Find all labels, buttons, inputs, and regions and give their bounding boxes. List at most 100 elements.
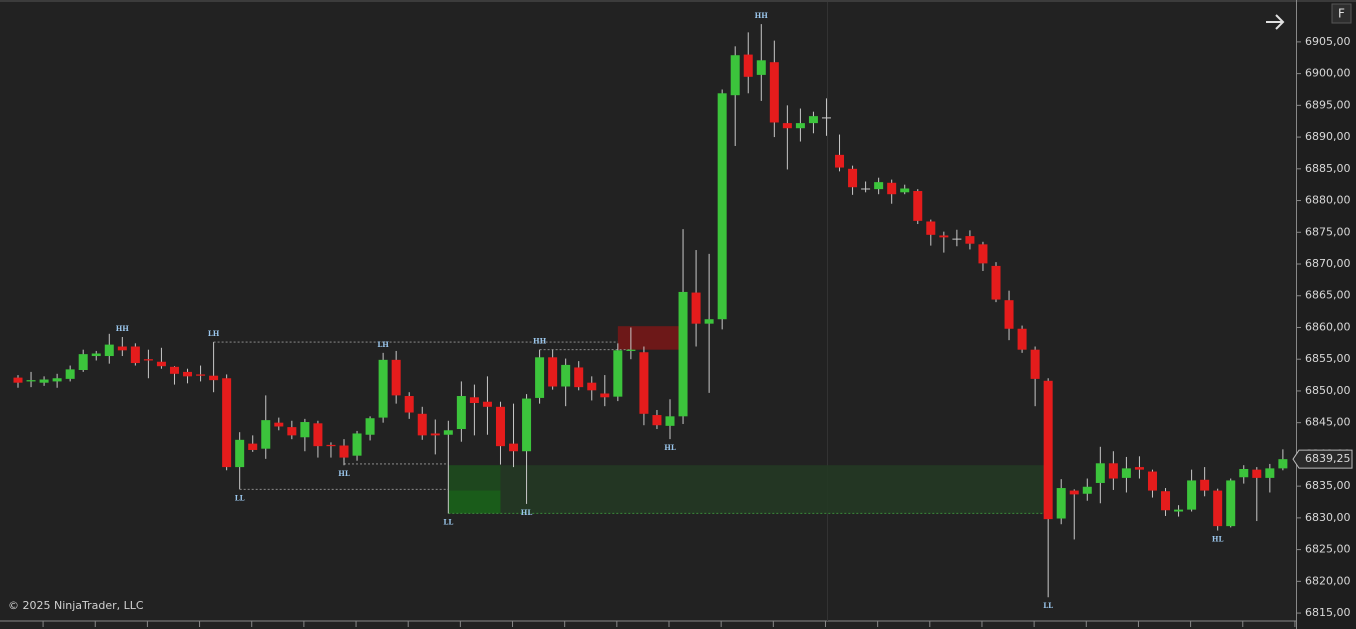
candle-body — [156, 361, 166, 367]
candle-body — [808, 116, 818, 124]
candle-body — [600, 393, 610, 398]
candle-body — [717, 93, 727, 320]
candle-body — [352, 433, 362, 456]
candle-body — [1200, 479, 1210, 491]
f-button[interactable] — [1331, 3, 1352, 24]
candle-body — [743, 54, 753, 77]
candle-body — [548, 357, 558, 387]
candle-body — [887, 182, 897, 195]
candle-body — [848, 168, 858, 188]
candle-body — [509, 443, 519, 452]
candle-body — [313, 423, 323, 447]
zone — [500, 465, 1049, 514]
candle-body — [795, 123, 805, 129]
candle-body — [1082, 486, 1092, 494]
candle-body — [104, 344, 114, 357]
swing-label: LL — [443, 517, 453, 526]
y-tick-label: 6835,00 — [1305, 479, 1351, 492]
y-tick-label: 6855,00 — [1305, 352, 1351, 365]
candle-body — [1278, 459, 1288, 469]
candle-body — [1017, 328, 1027, 350]
candle-body — [1030, 349, 1040, 379]
candle-body — [209, 375, 219, 381]
candle-body — [835, 154, 845, 168]
candle-body — [926, 221, 936, 235]
y-tick-label: 6860,00 — [1305, 320, 1351, 333]
candle-body — [939, 235, 949, 238]
candle-body — [900, 188, 910, 193]
zone — [617, 326, 684, 350]
candle-body — [1265, 468, 1275, 478]
y-tick-label: 6830,00 — [1305, 511, 1351, 524]
candle-body — [587, 382, 597, 391]
candle-body — [874, 182, 884, 190]
candle-body — [117, 346, 127, 351]
candle-body — [378, 359, 388, 418]
candle-body — [665, 416, 675, 426]
candle-body — [365, 418, 375, 435]
candle-body — [339, 445, 349, 458]
candle-body — [456, 396, 466, 430]
last-price-box — [1292, 449, 1353, 469]
swing-label: LH — [208, 329, 220, 338]
candle-body — [861, 188, 871, 190]
f-button-label[interactable]: F — [1338, 7, 1345, 21]
candle-body — [782, 123, 792, 129]
candle-body — [39, 379, 49, 383]
candle-body — [730, 55, 740, 96]
candle-body — [991, 265, 1001, 300]
candle-body — [1108, 463, 1118, 479]
candle-body — [26, 380, 36, 382]
swing-label: LL — [1043, 601, 1053, 610]
y-tick-label: 6890,00 — [1305, 130, 1351, 143]
price-axis-panel — [1296, 0, 1356, 629]
candle-body — [1174, 509, 1184, 512]
candle-body — [326, 444, 336, 447]
y-tick-label: 6815,00 — [1305, 606, 1351, 619]
candle-body — [522, 398, 532, 452]
candle-body — [78, 354, 88, 370]
candle-body — [91, 353, 101, 357]
arrow-button[interactable] — [1266, 14, 1285, 30]
candle-body — [13, 377, 23, 383]
candle-body — [417, 413, 427, 436]
candle-body — [1069, 490, 1079, 495]
candle-body — [1147, 471, 1157, 491]
candle-body — [143, 359, 153, 361]
candle-body — [1095, 463, 1105, 483]
candle-body — [756, 60, 766, 75]
swing-label: HL — [1212, 535, 1224, 544]
y-tick-label: 6870,00 — [1305, 257, 1351, 270]
candle-body — [469, 397, 479, 403]
candle-body — [1239, 469, 1249, 478]
candle-body — [652, 415, 662, 426]
candle-body — [535, 357, 545, 398]
candle-body — [978, 244, 988, 264]
candle-body — [913, 191, 923, 221]
candle-body — [952, 238, 962, 240]
candle-body — [196, 374, 206, 376]
candle-body — [639, 352, 649, 414]
candle-body — [482, 401, 492, 407]
candle-body — [704, 319, 714, 324]
candle-body — [235, 439, 245, 468]
candle-body — [1252, 469, 1262, 478]
candle-body — [300, 422, 310, 438]
y-tick-label: 6865,00 — [1305, 289, 1351, 302]
y-tick-label: 6845,00 — [1305, 416, 1351, 429]
candle-body — [1161, 491, 1171, 511]
candle-body — [430, 433, 440, 436]
candle-body — [561, 364, 571, 387]
y-tick-label: 6875,00 — [1305, 225, 1351, 238]
candle-body — [495, 406, 505, 447]
candle-body — [1187, 480, 1197, 510]
candle-body — [691, 292, 701, 324]
y-tick-label: 6850,00 — [1305, 384, 1351, 397]
candle-body — [443, 430, 453, 435]
candle-body — [65, 369, 75, 379]
candle-body — [248, 443, 258, 450]
y-tick-label: 6900,00 — [1305, 67, 1351, 80]
plot: HH LH LL HL LH LL HL HH HL HH LL HL — [13, 11, 1296, 627]
